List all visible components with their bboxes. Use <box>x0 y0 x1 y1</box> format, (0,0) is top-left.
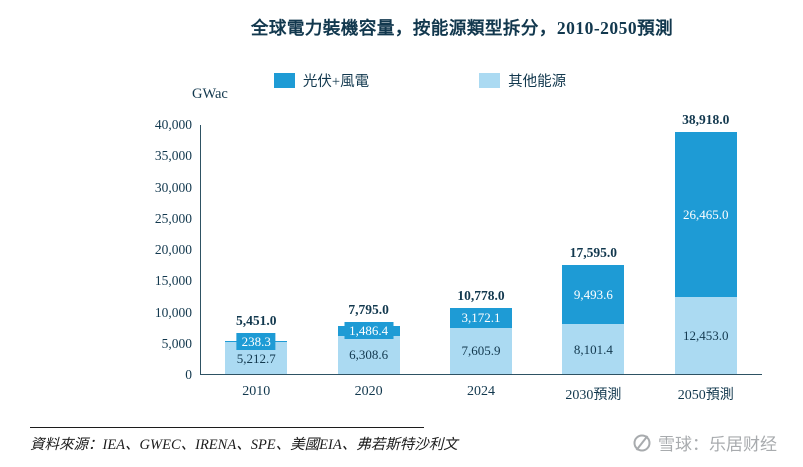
legend-swatch-pv-icon <box>273 73 295 88</box>
watermark: 雪球：乐居财经 <box>632 430 777 455</box>
bar-pv-label: 1,486.4 <box>344 322 394 340</box>
legend-swatch-other-icon <box>479 73 501 88</box>
legend-label-other: 其他能源 <box>508 74 567 90</box>
legend-item-other: 其他能源 <box>479 70 566 91</box>
bar-pv-label: 238.3 <box>236 333 276 351</box>
bar-other-label: 12,453.0 <box>683 328 729 344</box>
bar-other-label: 7,605.9 <box>461 343 501 359</box>
bar-segment-other: 12,453.0 <box>674 297 737 375</box>
y-axis-unit-label: GWac <box>192 86 228 102</box>
bar-total-label: 17,595.0 <box>569 245 618 260</box>
source-note: 資料來源：IEA、GWEC、IRENA、SPE、美國EIA、弗若斯特沙利文 <box>30 437 458 453</box>
bar-pv-label: 3,172.1 <box>456 309 506 327</box>
plot-area: 5,212.7 238.3 5,451.0 2010 6,308.6 1,486.4 7,7… <box>200 112 762 403</box>
y-axis-tick-label: 35,000 <box>154 148 192 164</box>
y-axis-tick-label: 25,000 <box>154 210 192 226</box>
y-axis-tick-label: 5,000 <box>161 335 192 351</box>
x-axis-tick-label: 2024 <box>467 384 495 399</box>
bar-pv-label: 26,465.0 <box>678 206 734 223</box>
y-axis-line <box>200 125 201 375</box>
footer-divider <box>30 427 424 428</box>
bar-total-label: 38,918.0 <box>682 111 730 127</box>
x-axis-tick-label: 2010 <box>242 384 271 399</box>
y-axis-tick-label: 40,000 <box>154 117 192 132</box>
bar-total-label: 5,451.0 <box>235 313 277 329</box>
x-axis-line <box>200 374 762 375</box>
legend-item-pv: 光伏+風電 <box>273 70 370 91</box>
bar-other-label: 8,101.4 <box>573 341 613 357</box>
legend: 光伏+風電 其他能源 <box>140 70 700 91</box>
bar-segment-other: 6,308.6 <box>337 335 400 375</box>
bar-other-label: 6,308.6 <box>349 347 389 363</box>
bar-total-label: 7,795.0 <box>348 302 389 318</box>
bar-pv-label: 9,493.6 <box>568 286 618 304</box>
y-axis-tick-label: 10,000 <box>154 304 192 320</box>
chart-title: 全球電力裝機容量，按能源類型拆分，2010-2050預測 <box>250 18 674 38</box>
y-axis-tick-label: 15,000 <box>154 273 192 289</box>
x-axis-tick-label: 2050預測 <box>677 388 734 403</box>
watermark-text: 雪球：乐居财经 <box>658 435 777 454</box>
bar-total-label: 10,778.0 <box>457 287 505 303</box>
x-axis-tick-label: 2020 <box>354 384 383 399</box>
bar-segment-other: 7,605.9 <box>450 327 512 375</box>
y-axis-tick-label: 30,000 <box>154 179 192 195</box>
y-axis-tick-label: 20,000 <box>154 242 192 257</box>
legend-label-pv: 光伏+風電 <box>302 74 370 90</box>
bar-segment-other: 8,101.4 <box>562 324 625 375</box>
y-axis-tick-label: 0 <box>185 367 192 382</box>
bar-other-label: 5,212.7 <box>236 350 276 366</box>
x-axis-tick-label: 2030預測 <box>565 388 622 403</box>
xueqiu-logo-icon <box>633 434 651 451</box>
